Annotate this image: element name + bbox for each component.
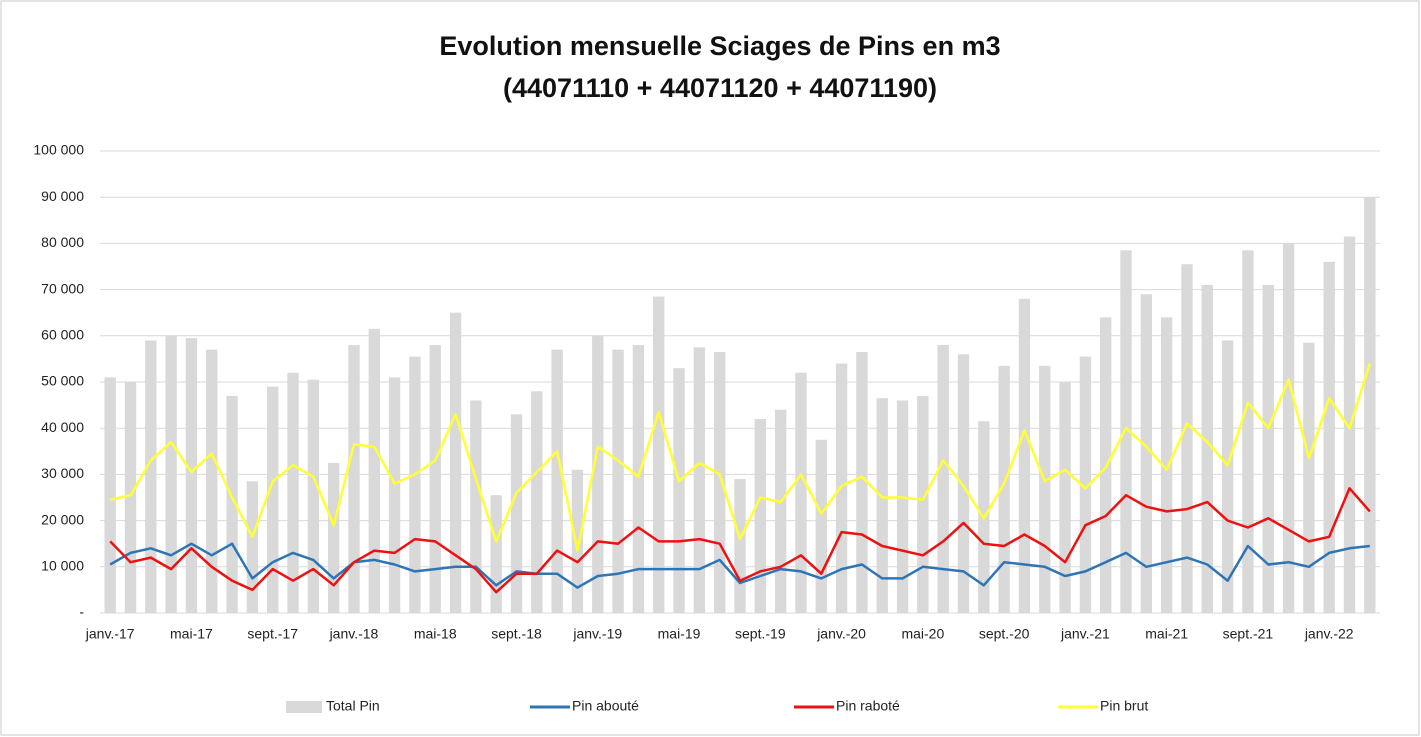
y-tick-label: 100 000 <box>33 142 84 158</box>
bar <box>165 335 177 613</box>
bar <box>246 481 259 613</box>
bar <box>713 351 726 613</box>
x-tick-label: janv.-21 <box>1060 626 1110 642</box>
bar <box>673 368 685 613</box>
x-tick-label: mai-20 <box>901 626 944 642</box>
bar <box>490 495 502 613</box>
x-tick-label: sept.-21 <box>1223 626 1274 642</box>
bar <box>1282 243 1295 613</box>
bar <box>1262 284 1274 613</box>
legend-label: Pin raboté <box>836 698 900 714</box>
bar <box>632 345 645 613</box>
chart-subtitle: (44071110 + 44071120 + 44071190) <box>503 73 937 103</box>
bar <box>145 340 157 613</box>
bar <box>1303 342 1315 613</box>
bar <box>1039 365 1051 613</box>
bar <box>795 372 807 613</box>
y-tick-label: 30 000 <box>41 465 84 481</box>
bar <box>1140 294 1153 613</box>
bar <box>1201 284 1213 613</box>
bar <box>1059 382 1071 613</box>
legend-label: Pin brut <box>1100 698 1148 714</box>
bar <box>104 377 116 613</box>
bar <box>409 356 421 613</box>
bar <box>307 379 320 613</box>
bar <box>287 372 299 613</box>
x-tick-label: sept.-19 <box>735 626 786 642</box>
y-tick-label: 40 000 <box>41 419 84 435</box>
bar <box>815 439 827 613</box>
bar <box>734 479 746 613</box>
x-tick-label: mai-19 <box>658 626 701 642</box>
bar <box>571 469 584 613</box>
bar <box>267 386 279 613</box>
bar <box>368 328 380 613</box>
y-tick-label: - <box>79 604 84 620</box>
y-tick-label: 70 000 <box>41 280 84 296</box>
legend-label: Total Pin <box>326 698 380 714</box>
bar <box>1181 264 1193 613</box>
bar <box>1364 197 1376 613</box>
bar <box>917 395 929 613</box>
bar <box>835 363 848 613</box>
bar <box>1079 356 1092 613</box>
bar <box>754 418 767 613</box>
bar <box>206 349 218 613</box>
bar <box>592 335 604 613</box>
y-tick-label: 20 000 <box>41 511 84 527</box>
x-tick-label: janv.-19 <box>572 626 622 642</box>
x-tick-label: janv.-22 <box>1304 626 1354 642</box>
bar <box>896 400 909 613</box>
bar <box>388 377 401 613</box>
legend-swatch <box>286 701 322 713</box>
bar <box>551 349 563 613</box>
x-tick-label: mai-17 <box>170 626 213 642</box>
y-tick-label: 60 000 <box>41 327 84 343</box>
x-tick-label: janv.-20 <box>816 626 866 642</box>
x-tick-label: sept.-20 <box>979 626 1030 642</box>
bar <box>693 347 706 613</box>
bar <box>429 345 441 613</box>
bar <box>1120 250 1132 613</box>
bar <box>510 414 523 613</box>
bar <box>774 409 787 613</box>
bar <box>124 382 137 613</box>
bar <box>653 296 665 613</box>
x-tick-label: janv.-18 <box>329 626 379 642</box>
bar <box>957 354 970 613</box>
bar <box>612 349 624 613</box>
bar <box>1323 261 1335 613</box>
bar <box>531 391 543 613</box>
bar <box>185 338 198 613</box>
x-tick-label: sept.-17 <box>247 626 298 642</box>
bar <box>226 395 238 613</box>
line <box>109 363 1371 552</box>
x-tick-label: sept.-18 <box>491 626 542 642</box>
bar <box>348 345 360 613</box>
x-tick-label: mai-21 <box>1145 626 1188 642</box>
line <box>109 542 1370 589</box>
y-tick-label: 50 000 <box>41 373 84 389</box>
bar <box>1242 250 1254 613</box>
y-tick-label: 10 000 <box>41 558 84 574</box>
bar <box>937 345 949 613</box>
bar <box>470 400 482 613</box>
bar <box>1018 298 1031 613</box>
x-tick-label: janv.-17 <box>85 626 135 642</box>
legend-label: Pin abouté <box>572 698 639 714</box>
bar <box>1160 317 1173 613</box>
line <box>109 487 1371 594</box>
bar <box>1221 340 1234 613</box>
bar <box>327 462 340 613</box>
bar <box>876 398 888 613</box>
bar <box>856 351 868 613</box>
y-tick-label: 90 000 <box>41 188 84 204</box>
y-tick-label: 80 000 <box>41 234 84 250</box>
x-tick-label: mai-18 <box>414 626 457 642</box>
chart-title: Evolution mensuelle Sciages de Pins en m… <box>439 31 1000 61</box>
bar <box>449 312 462 613</box>
bar <box>998 365 1010 613</box>
